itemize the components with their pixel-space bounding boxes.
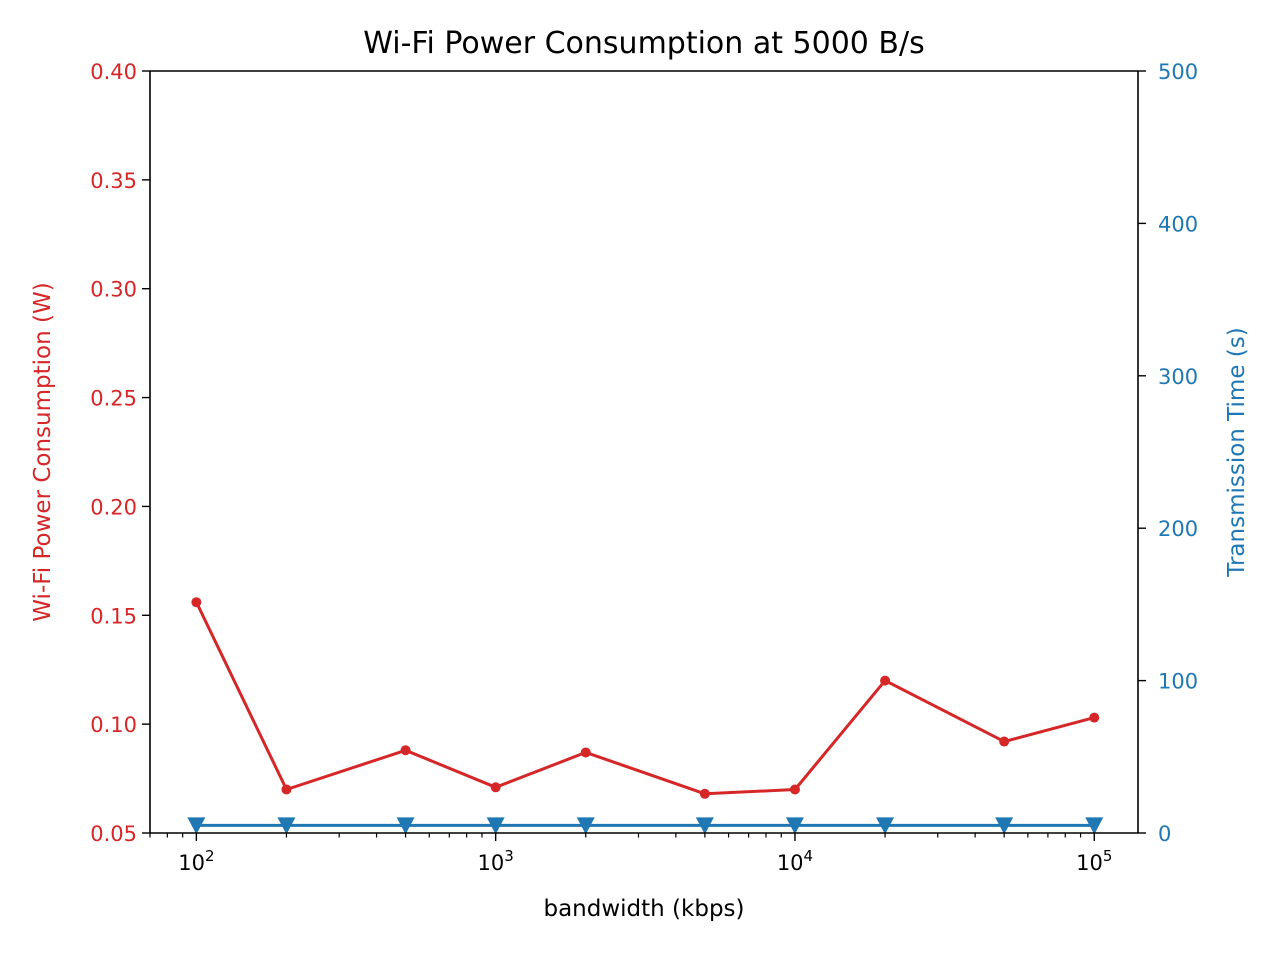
right-y-tick-label: 300 xyxy=(1158,365,1198,389)
x-axis-label: bandwidth (kbps) xyxy=(543,896,744,922)
series-line-1 xyxy=(195,601,1095,796)
series-1-point-8 xyxy=(880,675,891,686)
series-2-point-3 xyxy=(396,817,415,835)
series-2-point-4 xyxy=(486,817,505,835)
series-2-point-10 xyxy=(1085,817,1104,835)
series-2-point-7 xyxy=(785,817,804,835)
right-y-tick-label: 400 xyxy=(1158,212,1198,236)
plot-marks xyxy=(187,597,1104,835)
left-y-tick-label: 0.15 xyxy=(90,604,137,628)
left-y-tick-label: 0.20 xyxy=(90,495,137,519)
series-1-point-1 xyxy=(191,597,202,608)
series-2-point-1 xyxy=(187,817,206,835)
left-y-tick-label: 0.25 xyxy=(90,387,137,411)
right-y-tick-label: 100 xyxy=(1158,670,1198,694)
series-2-point-9 xyxy=(995,817,1014,835)
series-1-point-7 xyxy=(789,784,800,795)
x-tick-label: 103 xyxy=(478,847,514,875)
left-y-tick-label: 0.10 xyxy=(90,713,137,737)
series-1-point-2 xyxy=(281,784,292,795)
left-y-tick-label: 0.30 xyxy=(90,278,137,302)
left-y-tick-label: 0.05 xyxy=(90,822,137,846)
x-tick-label: 102 xyxy=(178,847,214,875)
right-y-tick-label: 500 xyxy=(1158,60,1198,84)
series-1-point-3 xyxy=(400,745,411,756)
right-y-axis-label: Transmission Time (s) xyxy=(1224,327,1250,577)
series-2-point-5 xyxy=(576,817,595,835)
series-1-point-9 xyxy=(999,736,1010,747)
x-tick-label: 104 xyxy=(777,847,813,875)
axes: 102 103 104 105 0.05 0.10 0.15 0.20 0.25 0.30 0.35… xyxy=(90,60,1198,875)
series-2-point-6 xyxy=(695,817,714,835)
left-y-axis-label: Wi-Fi Power Consumption (W) xyxy=(30,282,56,621)
right-y-tick-label: 0 xyxy=(1158,822,1171,846)
left-y-tick-label: 0.40 xyxy=(90,60,137,84)
series-1-point-6 xyxy=(699,788,710,799)
right-y-tick-label: 200 xyxy=(1158,517,1198,541)
series-1-point-10 xyxy=(1089,712,1100,723)
series-1-point-4 xyxy=(490,782,501,793)
left-y-tick-label: 0.35 xyxy=(90,169,137,193)
series-2-point-2 xyxy=(277,817,296,835)
series-2-point-8 xyxy=(876,817,895,835)
chart-title: Wi-Fi Power Consumption at 5000 B/s xyxy=(363,26,924,61)
series-1-point-5 xyxy=(580,747,591,758)
x-tick-label: 105 xyxy=(1076,847,1112,875)
